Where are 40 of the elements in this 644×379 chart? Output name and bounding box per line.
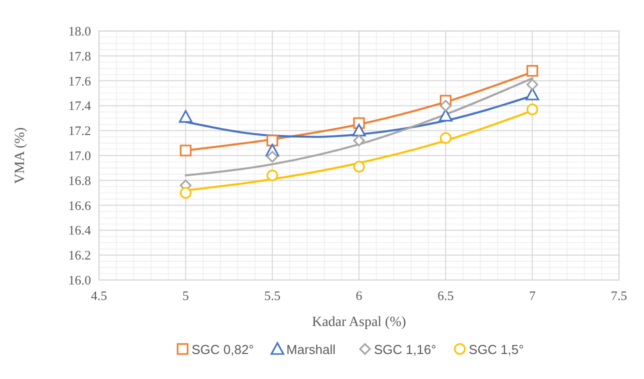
x-tick-label: 5.5 (264, 288, 280, 303)
point (266, 134, 278, 146)
y-tick-label: 17.6 (68, 73, 92, 88)
x-tick-label: 7.5 (610, 288, 628, 303)
y-tick-label: 17.4 (68, 98, 92, 114)
point (526, 65, 538, 77)
y-tick-label: 16.0 (68, 272, 91, 288)
x-tick-label: 7 (529, 288, 536, 303)
legend-label: Marshall (286, 342, 336, 357)
point (266, 170, 278, 182)
point (353, 160, 365, 173)
point (353, 134, 365, 146)
legend-label: SGC 0,82° (192, 342, 254, 357)
y-tick-label: 16.4 (68, 222, 92, 238)
y-tick-label: 17.2 (68, 123, 91, 138)
point (266, 150, 278, 163)
point (440, 100, 452, 112)
y-tick-label: 17.8 (68, 48, 91, 64)
y-tick-label: 17.0 (68, 148, 91, 163)
legend-label: SGC 1,5° (468, 342, 524, 357)
x-tick-label: 6.5 (438, 288, 454, 303)
point (526, 88, 540, 100)
point (440, 132, 452, 144)
x-tick-label: 6 (356, 288, 363, 303)
y-tick-label: 18.0 (68, 24, 91, 38)
point (526, 78, 538, 90)
x-tick-label: 5 (182, 288, 189, 303)
y-tick-label: 16.8 (68, 172, 91, 188)
y-tick-label: 16.6 (68, 198, 92, 213)
point (180, 187, 192, 199)
point (352, 124, 366, 136)
point (438, 108, 452, 122)
legend-label: SGC 1,16° (374, 342, 436, 357)
y-axis-title: VMA (%) (13, 126, 28, 184)
x-axis-title: Kadar Aspal (%) (312, 315, 406, 330)
point (178, 110, 192, 123)
point (180, 144, 192, 156)
y-tick-label: 16.2 (68, 248, 91, 263)
point (526, 104, 538, 116)
x-tick-label: 4.5 (90, 288, 108, 303)
